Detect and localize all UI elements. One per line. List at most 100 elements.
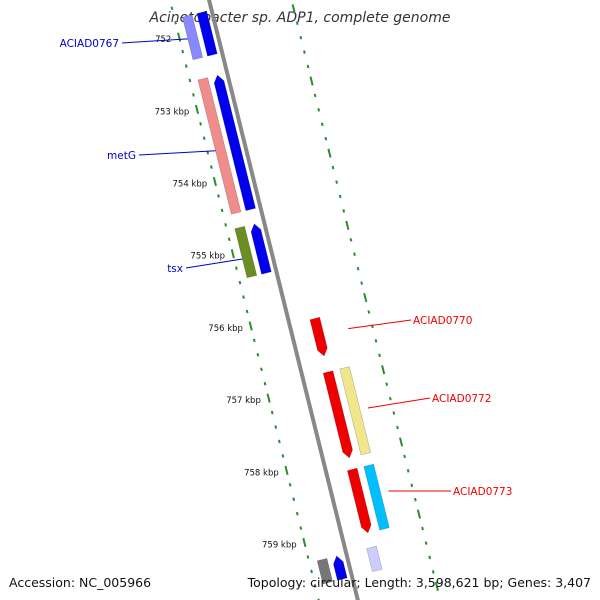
- gene-feature-g12[interactable]: [333, 555, 348, 581]
- gene-label[interactable]: metG: [107, 150, 136, 162]
- minor-tick: [174, 20, 177, 25]
- minor-tick: [338, 194, 342, 199]
- gene-feature-g1[interactable]: [196, 10, 218, 57]
- minor-tick: [317, 598, 320, 600]
- kbp-tick-label: 757 kbp: [226, 396, 261, 406]
- gene-feature-g5[interactable]: [234, 225, 258, 279]
- gene-feature-g2[interactable]: [213, 74, 256, 212]
- major-tick: [363, 292, 368, 303]
- minor-tick: [256, 353, 260, 357]
- kbp-tick-label: 755 kbp: [190, 252, 225, 262]
- minor-tick: [410, 483, 414, 488]
- gene-label[interactable]: ACIAD0767: [60, 38, 119, 50]
- gene-label[interactable]: tsx: [167, 263, 183, 275]
- minor-tick: [406, 469, 410, 473]
- gene-layer: [182, 10, 390, 585]
- gene-label-leader: [121, 38, 188, 44]
- major-tick: [230, 249, 235, 259]
- kbp-tick-label: 759 kbp: [262, 540, 297, 550]
- major-tick: [291, 4, 296, 14]
- minor-tick: [274, 425, 278, 429]
- major-tick: [177, 32, 182, 42]
- major-tick: [212, 176, 217, 187]
- minor-tick: [281, 454, 285, 458]
- minor-tick: [388, 396, 392, 401]
- gene-feature-g7[interactable]: [322, 370, 353, 459]
- kbp-tick-label: 754 kbp: [173, 179, 208, 189]
- minor-tick: [414, 497, 417, 502]
- minor-tick: [270, 410, 274, 415]
- major-tick: [302, 537, 307, 548]
- kbp-tick-label: 758 kbp: [244, 468, 279, 478]
- gene-feature-g6[interactable]: [309, 316, 328, 357]
- minor-tick: [428, 555, 432, 560]
- minor-tick: [403, 454, 406, 459]
- minor-tick: [184, 64, 188, 68]
- major-tick: [345, 220, 350, 230]
- minor-tick: [299, 35, 303, 40]
- major-tick: [266, 393, 271, 403]
- minor-tick: [242, 295, 245, 299]
- minor-tick: [260, 367, 263, 372]
- minor-tick: [278, 439, 281, 444]
- minor-tick: [356, 266, 360, 271]
- major-tick: [398, 437, 404, 447]
- minor-tick: [288, 482, 292, 487]
- minor-tick: [385, 382, 389, 386]
- gene-label-leader: [138, 150, 216, 156]
- minor-tick: [313, 93, 317, 98]
- minor-tick: [313, 584, 317, 588]
- minor-tick: [263, 381, 267, 386]
- minor-tick: [295, 21, 299, 25]
- backbone-line: [206, 0, 360, 600]
- minor-tick: [331, 165, 335, 170]
- minor-tick: [378, 353, 381, 358]
- kbp-tick-label: 756 kbp: [208, 324, 243, 334]
- gene-label-leader: [367, 397, 431, 409]
- minor-tick: [421, 526, 424, 531]
- gene-label-leader: [348, 319, 412, 330]
- minor-tick: [299, 526, 303, 530]
- major-tick: [284, 465, 289, 475]
- gene-feature-g9[interactable]: [346, 467, 372, 534]
- minor-tick: [295, 511, 299, 516]
- minor-tick: [306, 64, 310, 69]
- gene-feature-g8[interactable]: [339, 366, 372, 456]
- gene-label[interactable]: ACIAD0770: [413, 315, 472, 327]
- major-tick: [194, 104, 200, 114]
- minor-tick: [199, 121, 202, 126]
- minor-tick: [396, 425, 399, 430]
- gene-feature-g11[interactable]: [316, 558, 333, 585]
- gene-label[interactable]: ACIAD0772: [432, 393, 491, 405]
- gene-feature-g1b[interactable]: [182, 14, 204, 61]
- minor-tick: [360, 281, 364, 285]
- minor-tick: [209, 165, 213, 169]
- major-tick: [416, 509, 422, 519]
- gene-feature-g4[interactable]: [250, 223, 272, 275]
- minor-tick: [320, 122, 324, 127]
- minor-tick: [392, 411, 396, 415]
- gene-feature-g3[interactable]: [197, 77, 242, 215]
- major-tick: [381, 365, 386, 375]
- minor-tick: [310, 569, 313, 574]
- genome-summary-text: Topology: circular; Length: 3,598,621 bp…: [247, 575, 591, 590]
- minor-tick: [217, 194, 220, 198]
- minor-tick: [367, 310, 371, 314]
- minor-tick: [202, 136, 206, 141]
- kbp-tick-label: 753 kbp: [155, 107, 190, 117]
- gene-label[interactable]: ACIAD0773: [453, 486, 512, 498]
- gene-feature-g10[interactable]: [363, 463, 390, 531]
- minor-tick: [170, 6, 174, 11]
- gene-feature-g13[interactable]: [366, 545, 383, 573]
- minor-tick: [188, 78, 192, 83]
- major-tick: [327, 148, 332, 158]
- major-tick: [309, 76, 314, 86]
- gene-label-leader: [185, 258, 243, 269]
- minor-tick: [353, 252, 356, 257]
- label-layer: ACIAD0767 metG tsx ACIAD0770 ACIAD0772 ACIAD0…: [60, 38, 513, 498]
- minor-tick: [317, 108, 321, 112]
- minor-tick: [220, 208, 224, 213]
- minor-tick: [303, 50, 306, 54]
